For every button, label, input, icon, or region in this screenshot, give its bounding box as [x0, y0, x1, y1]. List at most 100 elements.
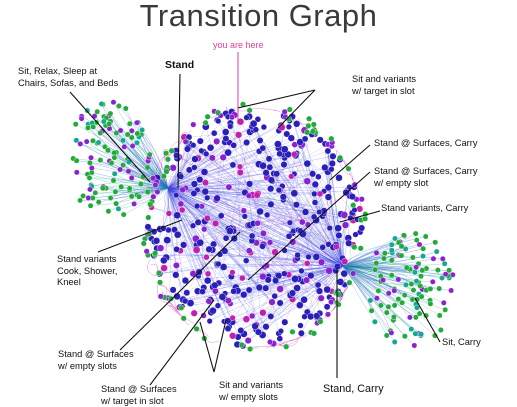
graph-node [182, 298, 188, 304]
graph-node [252, 323, 259, 330]
graph-node [238, 327, 244, 333]
graph-node [368, 298, 373, 303]
graph-node [337, 278, 344, 285]
graph-node [225, 325, 231, 331]
graph-node [441, 300, 446, 305]
you-are-here-label: you are here [213, 40, 264, 52]
graph-node [333, 244, 339, 250]
graph-node [86, 195, 91, 200]
graph-node [321, 164, 328, 171]
graph-node [273, 171, 279, 177]
graph-node [311, 191, 317, 197]
graph-node [318, 295, 325, 302]
graph-node [174, 231, 181, 238]
graph-node [77, 198, 82, 203]
graph-node [420, 253, 425, 258]
graph-node [350, 271, 356, 277]
graph-node [135, 131, 140, 136]
graph-node [282, 248, 288, 254]
graph-node [255, 220, 261, 226]
graph-node [195, 219, 202, 226]
graph-node [116, 206, 121, 211]
graph-node [191, 122, 197, 128]
graph-node [146, 215, 152, 221]
graph-node [268, 177, 275, 184]
graph-node [281, 271, 287, 277]
graph-node [404, 265, 409, 270]
graph-node [336, 174, 343, 181]
graph-node [84, 139, 89, 144]
graph-node [145, 224, 151, 230]
graph-node [374, 296, 379, 301]
graph-node [226, 184, 232, 190]
graph-node [160, 257, 167, 264]
graph-node [203, 120, 209, 126]
graph-node [384, 310, 389, 315]
graph-node [423, 234, 428, 239]
graph-node [223, 235, 229, 241]
graph-node [386, 304, 391, 309]
graph-node [329, 160, 336, 167]
graph-node [173, 262, 179, 268]
graph-node [289, 290, 296, 297]
graph-node [353, 232, 359, 238]
graph-node [374, 260, 379, 265]
graph-node [309, 171, 316, 178]
graph-node [184, 146, 191, 153]
graph-node [315, 282, 321, 288]
graph-node [446, 268, 451, 273]
graph-node [197, 239, 204, 246]
graph-node [96, 140, 101, 145]
graph-node [278, 328, 284, 334]
graph-node [386, 291, 391, 296]
graph-node [255, 329, 262, 336]
graph-node [327, 225, 333, 231]
graph-node [226, 227, 233, 234]
graph-node [170, 287, 177, 294]
graph-node [194, 326, 200, 332]
graph-node [389, 242, 394, 247]
graph-node [156, 270, 162, 276]
graph-node [212, 220, 219, 227]
graph-node [260, 145, 266, 151]
graph-node [214, 195, 221, 202]
graph-node [392, 339, 397, 344]
graph-node [231, 235, 238, 242]
graph-node [113, 201, 118, 206]
graph-node [301, 296, 308, 303]
graph-node [399, 300, 404, 305]
graph-node [291, 151, 297, 157]
graph-node [145, 189, 151, 195]
graph-node [172, 272, 179, 279]
graph-node [329, 136, 335, 142]
graph-node [409, 326, 414, 331]
graph-node [437, 286, 442, 291]
graph-node [324, 304, 330, 310]
graph-node [298, 330, 304, 336]
graph-node [286, 233, 292, 239]
graph-node [341, 258, 348, 265]
graph-node [263, 169, 270, 176]
graph-node [418, 283, 423, 288]
graph-node [206, 246, 213, 253]
graph-node [260, 230, 266, 236]
graph-node [163, 150, 169, 156]
graph-node [243, 258, 249, 264]
graph-node [106, 209, 111, 214]
graph-node [316, 288, 323, 295]
graph-node [362, 216, 368, 222]
graph-node [180, 187, 186, 193]
graph-node [118, 128, 123, 133]
graph-node [108, 111, 113, 116]
graph-node [410, 255, 415, 260]
graph-node [246, 193, 252, 199]
graph-node [113, 189, 118, 194]
graph-node [288, 135, 295, 142]
label-stand: Stand [165, 60, 194, 72]
graph-node [222, 129, 229, 136]
graph-node [352, 244, 358, 250]
graph-node [153, 182, 159, 188]
graph-node [207, 318, 213, 324]
graph-node [229, 114, 235, 120]
figure-title: Transition Graph [0, 0, 517, 34]
